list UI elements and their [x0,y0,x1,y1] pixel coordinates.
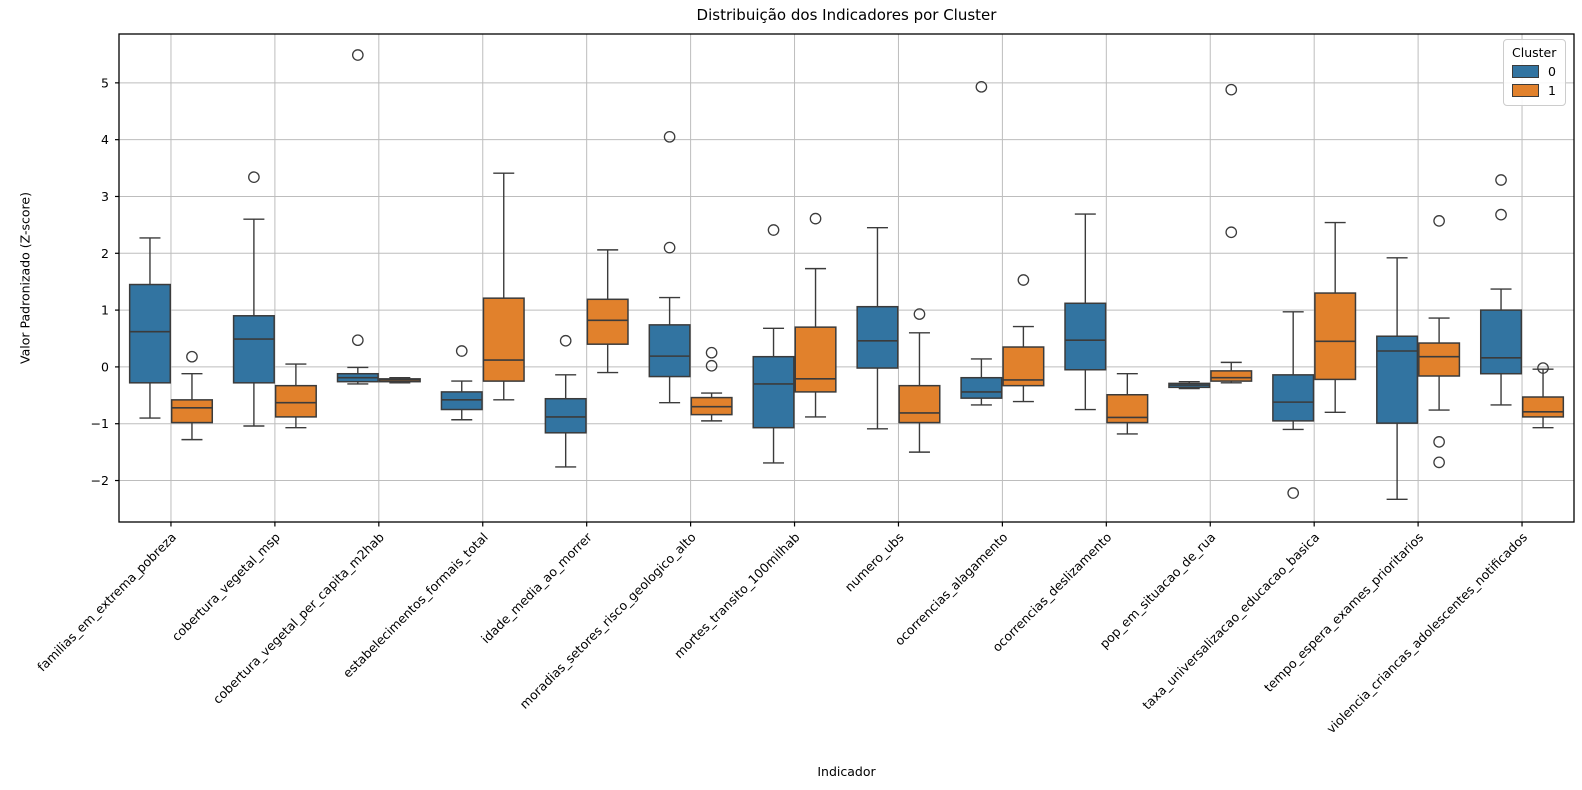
legend-entry-label: 0 [1548,64,1556,79]
box-cluster-0 [856,305,899,369]
outlier-point [1225,83,1238,96]
outlier-point [455,345,468,357]
box-cluster-0 [1376,335,1419,424]
outlier-point [663,130,676,143]
x-tick-label: familias_em_extrema_pobreza [34,530,179,675]
box-cluster-0 [440,391,483,411]
outlier-point [1433,456,1445,469]
x-axis-label: Indicador [817,764,876,779]
box-cluster-1 [1418,342,1461,377]
outlier-point [1495,208,1507,221]
outlier-point [809,212,822,225]
x-tick-label: cobertura_vegetal_per_capita_m2hab [210,529,387,706]
box-cluster-1 [898,384,941,424]
box-cluster-1 [274,384,317,418]
outlier-point [1495,174,1507,186]
y-tick-label: 3 [101,189,109,204]
box-cluster-0 [648,324,691,378]
x-tick-label: ocorrencias_deslizamento [989,530,1114,655]
box-cluster-0 [128,283,172,384]
outlier-point [351,49,364,61]
y-tick-label: −1 [91,416,109,431]
box-cluster-1 [794,326,837,393]
outlier-point [1225,226,1238,239]
y-tick-label: 5 [101,75,109,90]
x-tick-label: ocorrencias_alagamento [892,530,1011,649]
outlier-point [663,241,676,254]
box-cluster-1 [1210,370,1253,382]
box-cluster-0 [752,355,795,429]
x-tick-label: pop_em_situacao_de_rua [1096,530,1218,652]
x-tick-label: cobertura_vegetal_msp [169,529,283,643]
x-tick-label: taxa_universalizacao_educacao_basica [1139,530,1322,713]
box-cluster-0 [960,376,1003,399]
legend-swatch-icon [1512,65,1539,78]
outlier-point [705,359,718,372]
legend-title: Cluster [1512,45,1557,60]
x-tick-label: violencia_criancas_adolescentes_notifica… [1323,530,1530,737]
box-cluster-0 [1479,309,1523,375]
box-cluster-1 [1521,396,1565,418]
y-tick-label: 2 [101,246,109,261]
outlier-point [1287,487,1300,499]
outlier-point [1017,274,1030,286]
x-tick-label: mortes_transito_100milhab [671,529,803,661]
box-cluster-0 [544,397,587,434]
legend-entry-cluster-0: 0 [1512,64,1556,79]
outlier-point [248,171,260,184]
y-axis-label: Valor Padronizado (Z-score) [17,192,33,364]
box-cluster-1 [586,298,629,345]
outlier-point [1537,362,1549,374]
x-tick-label: idade_media_ao_morrer [478,529,595,646]
outlier-point [186,350,198,363]
outlier-point [975,80,988,93]
y-tick-label: −2 [91,473,109,488]
box-cluster-0 [232,315,275,384]
outlier-point [351,334,364,347]
legend-entry-label: 1 [1548,83,1556,98]
x-tick-label: moradias_setores_risco_geologico_alto [517,530,699,712]
y-tick-label: 4 [101,132,109,147]
outlier-point [1433,215,1445,227]
legend-entry-cluster-1: 1 [1512,83,1556,98]
y-tick-label: 1 [101,303,109,318]
legend-swatch-icon [1512,84,1539,97]
y-tick-label: 0 [101,359,109,374]
outlier-point [559,334,572,347]
chart-title: Distribuição dos Indicadores por Cluster [696,6,997,24]
box-cluster-0 [1064,302,1107,371]
box-cluster-1 [170,399,214,424]
box-cluster-1 [1106,393,1149,424]
outlier-point [1433,436,1445,448]
outlier-point [913,308,926,320]
box-cluster-1 [1314,292,1357,381]
outlier-point [767,224,780,236]
outlier-point [705,346,718,359]
x-tick-label: numero_ubs [842,530,907,595]
box-cluster-0 [1272,374,1315,422]
axes-spines [118,33,1575,523]
box-cluster-1 [482,297,525,382]
